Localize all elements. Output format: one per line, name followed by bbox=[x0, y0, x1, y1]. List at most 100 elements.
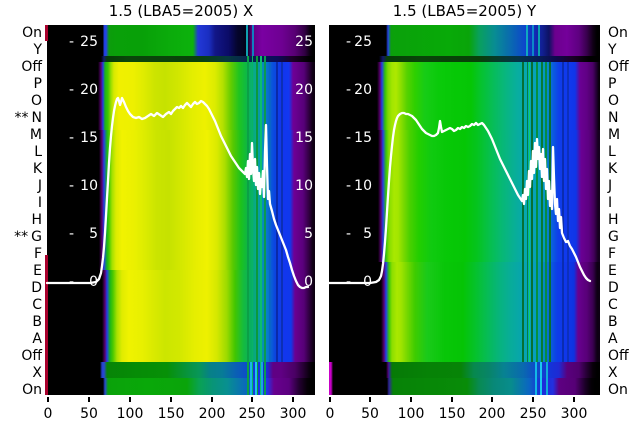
heatmap-band-separator bbox=[47, 56, 315, 62]
row-label-left-l-7: L bbox=[0, 144, 42, 160]
rfi-stripe bbox=[252, 25, 254, 56]
row-label-text: B bbox=[32, 314, 42, 330]
x-tick-mark bbox=[369, 397, 371, 402]
row-label-text: Off bbox=[21, 348, 42, 364]
row-label-text: J bbox=[37, 178, 42, 194]
row-label-right-j-9: J bbox=[608, 178, 613, 194]
rfi-stripe bbox=[260, 56, 262, 395]
x-tick-label-0: 0 bbox=[43, 406, 53, 422]
heatmap-band-bottom bbox=[47, 362, 315, 378]
rfi-stripe bbox=[250, 362, 252, 395]
row-label-left-b-17: B bbox=[0, 314, 42, 330]
row-label-right-h-11: H bbox=[608, 212, 619, 228]
left-edge-strip bbox=[45, 255, 48, 395]
row-label-left-h-11: H bbox=[0, 212, 42, 228]
y-tick-right-x-10: 10 bbox=[283, 178, 313, 194]
row-label-text: N bbox=[31, 110, 42, 126]
x-tick-label-150: 150 bbox=[157, 406, 185, 422]
row-label-left-n-5: ** N bbox=[0, 110, 42, 126]
rfi-stripe bbox=[526, 25, 528, 56]
y-tick-left-x-15: -15 bbox=[69, 130, 98, 146]
heatmap-band-main bbox=[47, 130, 315, 270]
y-tick-right-x-0: 0 bbox=[283, 274, 313, 290]
row-label-right-n-5: N bbox=[608, 110, 619, 126]
row-label-right-off-2: Off bbox=[608, 59, 629, 75]
rfi-stripe bbox=[532, 25, 534, 56]
x-tick-label-150: 150 bbox=[438, 406, 466, 422]
row-label-text: Y bbox=[33, 42, 42, 58]
row-label-left-g-12: ** G bbox=[0, 229, 42, 245]
x-tick-mark bbox=[573, 397, 575, 402]
row-label-text: X bbox=[32, 365, 42, 381]
row-label-text: O bbox=[30, 93, 42, 109]
x-tick-mark bbox=[292, 397, 294, 402]
rfi-stripe bbox=[261, 362, 263, 395]
x-tick-label-250: 250 bbox=[238, 406, 266, 422]
row-label-text: On bbox=[22, 25, 42, 41]
x-tick-label-200: 200 bbox=[478, 406, 506, 422]
x-tick-mark bbox=[491, 397, 493, 402]
rfi-stripe bbox=[545, 62, 547, 362]
x-tick-mark bbox=[251, 397, 253, 402]
y-tick-left-x-25: -25 bbox=[69, 34, 98, 50]
rfi-stripe bbox=[251, 56, 253, 395]
tick-value: 20 bbox=[295, 82, 313, 98]
heatmap-band-top bbox=[47, 25, 315, 56]
row-label-text: C bbox=[32, 297, 42, 313]
tick-value: 25 bbox=[295, 34, 313, 50]
row-label-text: L bbox=[34, 144, 42, 160]
rfi-stripe bbox=[247, 56, 249, 395]
row-label-right-o-4: O bbox=[608, 93, 620, 109]
y-tick-left-x-5: -5 bbox=[69, 226, 98, 242]
x-tick-label-250: 250 bbox=[519, 406, 547, 422]
rfi-stripe bbox=[528, 62, 530, 362]
panel-x-title: 1.5 (LBA5=2005) X bbox=[108, 2, 254, 20]
y-tick-right-x-15: 15 bbox=[283, 130, 313, 146]
tick-dash: - bbox=[69, 274, 75, 290]
x-tick-label-200: 200 bbox=[198, 406, 226, 422]
rfi-stripe bbox=[255, 56, 258, 395]
tick-dash: - bbox=[69, 130, 75, 146]
flag-stars: ** bbox=[14, 229, 29, 245]
rfi-stripe bbox=[264, 56, 266, 395]
row-label-text: H bbox=[31, 212, 42, 228]
y-tick-left-x-20: -20 bbox=[69, 82, 98, 98]
rfi-stripe bbox=[535, 362, 537, 395]
tick-dash: - bbox=[346, 34, 352, 50]
y-tick-left-y-25: -25 bbox=[346, 34, 372, 50]
x-tick-label-300: 300 bbox=[279, 406, 307, 422]
tick-value: 0 bbox=[304, 274, 313, 290]
left-edge-strip bbox=[45, 25, 48, 41]
y-tick-left-x-0: -0 bbox=[69, 274, 98, 290]
heatmap-band-main bbox=[329, 130, 600, 262]
row-label-right-y-1: Y bbox=[608, 42, 617, 58]
rfi-stripe bbox=[540, 62, 543, 362]
rfi-stripe bbox=[538, 25, 540, 56]
row-label-right-on-21: On bbox=[608, 382, 628, 398]
x-tick-mark bbox=[211, 397, 213, 402]
rfi-stripe bbox=[562, 62, 564, 362]
rfi-stripe bbox=[276, 62, 278, 362]
row-label-right-p-3: P bbox=[608, 76, 617, 92]
x-tick-label-50: 50 bbox=[361, 406, 379, 422]
row-label-right-x-20: X bbox=[608, 365, 618, 381]
y-tick-left-y-0: -0 bbox=[346, 274, 372, 290]
tick-value: 20 bbox=[354, 82, 372, 98]
row-label-text: G bbox=[31, 229, 42, 245]
rfi-stripe bbox=[246, 25, 248, 56]
row-label-right-c-16: C bbox=[608, 297, 618, 313]
x-tick-label-100: 100 bbox=[116, 406, 144, 422]
row-label-right-d-15: D bbox=[608, 280, 619, 296]
x-tick-mark bbox=[329, 397, 331, 402]
row-label-left-c-16: C bbox=[0, 297, 42, 313]
tick-value: 25 bbox=[354, 34, 372, 50]
tick-dash: - bbox=[346, 226, 352, 242]
row-label-left-e-14: E bbox=[0, 263, 42, 279]
rfi-stripe bbox=[281, 62, 283, 362]
tick-dash: - bbox=[69, 178, 75, 194]
row-label-left-f-13: F bbox=[0, 246, 42, 262]
x-tick-label-300: 300 bbox=[560, 406, 588, 422]
row-label-left-y-1: Y bbox=[0, 42, 42, 58]
row-label-right-b-17: B bbox=[608, 314, 618, 330]
heatmap-band-separator bbox=[329, 56, 600, 62]
